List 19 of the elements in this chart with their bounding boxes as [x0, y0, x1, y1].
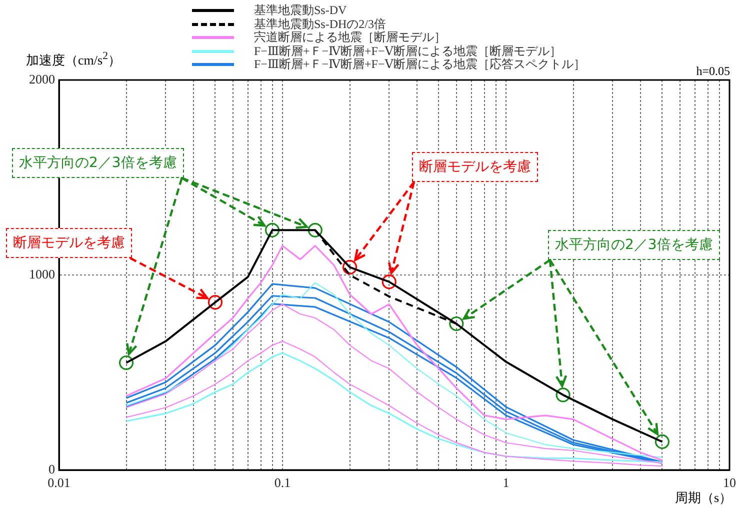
x-tick-label: 0.1: [274, 475, 291, 490]
x-tick-label: 0.01: [48, 475, 70, 490]
x-tick-label: 1: [502, 475, 510, 490]
legend-label: F−Ⅲ断層+Ｆ−Ⅳ断層+F−Ⅴ断層による地震［応答スペクトル］: [254, 57, 586, 72]
annotation: 断層モデルを考慮: [6, 228, 132, 258]
y-tick-label: 2000: [29, 71, 55, 86]
annotation: 断層モデルを考慮: [412, 152, 538, 182]
annotation: 水平方向の2／3倍を考慮: [12, 148, 184, 178]
x-axis-title: 周期（s）: [674, 489, 732, 507]
legend-label: 宍道断層による地震［断層モデル］: [254, 30, 446, 44]
x-tick-label: 10: [723, 475, 736, 490]
y-axis-title: 加速度（cm/s$^{2}$）: [26, 50, 121, 70]
legend-label: 基準地震動Ss-DHの2/3倍: [254, 16, 386, 30]
y-tick-label: 1000: [29, 266, 55, 282]
legend-label: 基準地震動Ss-DV: [254, 3, 347, 18]
legend-label: F−Ⅲ断層+Ｆ−Ⅳ断層+F−Ⅴ断層による地震［断層モデル］: [254, 44, 562, 58]
y-tick-label: 0: [48, 461, 55, 476]
text: h=0.05: [696, 64, 730, 79]
annotation: 水平方向の2／3倍を考慮: [548, 230, 720, 260]
